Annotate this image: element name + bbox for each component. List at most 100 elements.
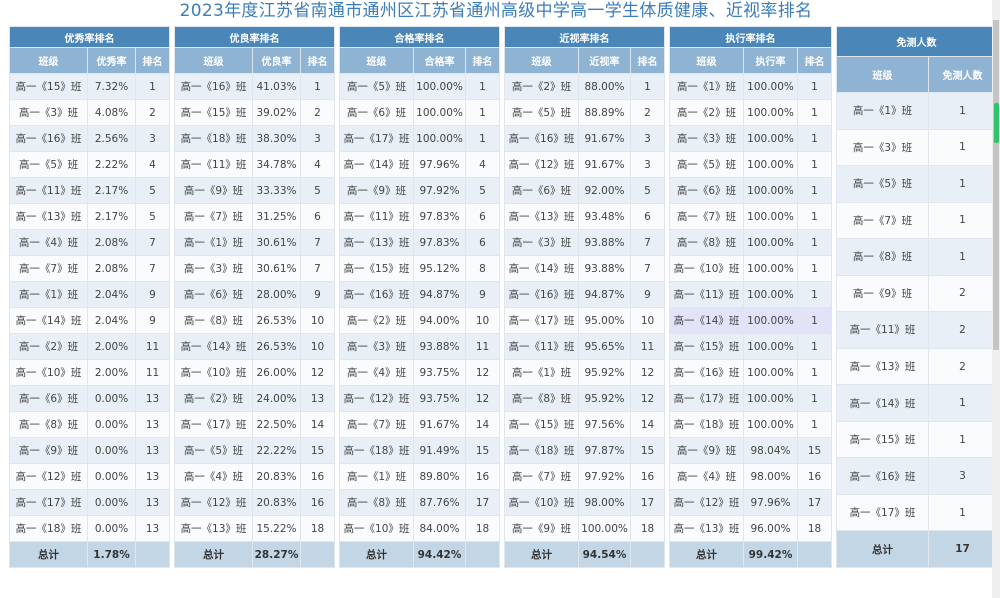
- table-row[interactable]: 高一《12》班 20.83% 16: [174, 489, 335, 516]
- table-row[interactable]: 高一《17》班 22.50% 14: [174, 411, 335, 438]
- table-row[interactable]: 高一《6》班 100.00% 1: [339, 99, 500, 126]
- table-row[interactable]: 高一《10》班 2.00% 11: [9, 359, 170, 386]
- table-row[interactable]: 高一《18》班 91.49% 15: [339, 437, 500, 464]
- table-row[interactable]: 高一《5》班 100.00% 1: [669, 151, 832, 178]
- table-row[interactable]: 高一《8》班 1: [836, 238, 997, 276]
- table-row[interactable]: 高一《12》班 97.96% 17: [669, 489, 832, 516]
- table-row[interactable]: 高一《6》班 100.00% 1: [669, 177, 832, 204]
- table-row[interactable]: 高一《9》班 2: [836, 274, 997, 313]
- table-row[interactable]: 高一《7》班 1: [836, 201, 997, 240]
- table-row[interactable]: 高一《14》班 97.96% 4: [339, 151, 500, 178]
- table-row[interactable]: 高一《10》班 84.00% 18: [339, 515, 500, 542]
- table-row[interactable]: 高一《11》班 100.00% 1: [669, 281, 832, 308]
- table-row[interactable]: 高一《11》班 95.65% 11: [504, 333, 665, 360]
- table-row[interactable]: 高一《1》班 2.04% 9: [9, 281, 170, 308]
- table-row[interactable]: 高一《4》班 98.00% 16: [669, 463, 832, 490]
- table-row[interactable]: 高一《9》班 97.92% 5: [339, 177, 500, 204]
- table-row[interactable]: 高一《16》班 2.56% 3: [9, 125, 170, 152]
- table-row[interactable]: 高一《7》班 2.08% 7: [9, 255, 170, 282]
- table-row[interactable]: 高一《11》班 97.83% 6: [339, 203, 500, 230]
- table-row[interactable]: 高一《9》班 0.00% 13: [9, 437, 170, 464]
- table-row[interactable]: 高一《12》班 93.75% 12: [339, 385, 500, 412]
- table-row[interactable]: 高一《9》班 100.00% 18: [504, 515, 665, 542]
- table-row[interactable]: 高一《16》班 94.87% 9: [504, 281, 665, 308]
- vertical-scrollbar[interactable]: [992, 0, 1000, 598]
- table-row[interactable]: 高一《6》班 28.00% 9: [174, 281, 335, 308]
- table-row[interactable]: 高一《1》班 89.80% 16: [339, 463, 500, 490]
- table-row[interactable]: 高一《11》班 34.78% 4: [174, 151, 335, 178]
- table-row[interactable]: 高一《5》班 100.00% 1: [339, 73, 500, 100]
- table-row[interactable]: 高一《16》班 94.87% 9: [339, 281, 500, 308]
- table-row[interactable]: 高一《7》班 100.00% 1: [669, 203, 832, 230]
- table-row[interactable]: 高一《15》班 100.00% 1: [669, 333, 832, 360]
- table-row[interactable]: 高一《15》班 97.56% 14: [504, 411, 665, 438]
- table-row[interactable]: 高一《16》班 91.67% 3: [504, 125, 665, 152]
- table-row[interactable]: 高一《13》班 93.48% 6: [504, 203, 665, 230]
- table-row[interactable]: 高一《11》班 2: [836, 311, 997, 349]
- table-row[interactable]: 高一《1》班 95.92% 12: [504, 359, 665, 386]
- table-row[interactable]: 高一《15》班 7.32% 1: [9, 73, 170, 100]
- table-row[interactable]: 高一《10》班 26.00% 12: [174, 359, 335, 386]
- table-row[interactable]: 高一《7》班 31.25% 6: [174, 203, 335, 230]
- table-row[interactable]: 高一《8》班 26.53% 10: [174, 307, 335, 334]
- table-row[interactable]: 高一《17》班 100.00% 1: [339, 125, 500, 152]
- table-row[interactable]: 高一《18》班 38.30% 3: [174, 125, 335, 152]
- table-row[interactable]: 高一《13》班 96.00% 18: [669, 515, 832, 542]
- scrollbar-thumb[interactable]: [993, 20, 999, 350]
- table-row[interactable]: 高一《3》班 1: [836, 128, 997, 167]
- table-row[interactable]: 高一《13》班 2.17% 5: [9, 203, 170, 230]
- table-row[interactable]: 高一《14》班 93.88% 7: [504, 255, 665, 282]
- table-row[interactable]: 高一《3》班 93.88% 7: [504, 229, 665, 256]
- table-row[interactable]: 高一《5》班 2.22% 4: [9, 151, 170, 178]
- table-row[interactable]: 高一《2》班 100.00% 1: [669, 99, 832, 126]
- table-row[interactable]: 高一《8》班 95.92% 12: [504, 385, 665, 412]
- table-row[interactable]: 高一《3》班 30.61% 7: [174, 255, 335, 282]
- table-row[interactable]: 高一《3》班 4.08% 2: [9, 99, 170, 126]
- table-row[interactable]: 高一《9》班 98.04% 15: [669, 437, 832, 464]
- table-row[interactable]: 高一《16》班 3: [836, 457, 997, 495]
- table-row[interactable]: 高一《2》班 94.00% 10: [339, 307, 500, 334]
- table-row[interactable]: 高一《5》班 88.89% 2: [504, 99, 665, 126]
- table-row[interactable]: 高一《6》班 92.00% 5: [504, 177, 665, 204]
- table-row[interactable]: 高一《10》班 100.00% 1: [669, 255, 832, 282]
- table-row[interactable]: 高一《1》班 30.61% 7: [174, 229, 335, 256]
- table-row[interactable]: 高一《8》班 100.00% 1: [669, 229, 832, 256]
- table-row[interactable]: 高一《2》班 88.00% 1: [504, 73, 665, 100]
- table-row[interactable]: 高一《17》班 100.00% 1: [669, 385, 832, 412]
- table-row[interactable]: 高一《11》班 2.17% 5: [9, 177, 170, 204]
- table-row[interactable]: 高一《18》班 100.00% 1: [669, 411, 832, 438]
- table-row[interactable]: 高一《18》班 0.00% 13: [9, 515, 170, 542]
- table-row[interactable]: 高一《4》班 20.83% 16: [174, 463, 335, 490]
- table-row[interactable]: 高一《6》班 0.00% 13: [9, 385, 170, 412]
- table-row[interactable]: 高一《4》班 2.08% 7: [9, 229, 170, 256]
- table-row[interactable]: 高一《15》班 1: [836, 420, 997, 459]
- table-row[interactable]: 高一《3》班 93.88% 11: [339, 333, 500, 360]
- table-row[interactable]: 高一《5》班 1: [836, 165, 997, 203]
- table-row[interactable]: 高一《15》班 39.02% 2: [174, 99, 335, 126]
- table-row[interactable]: 高一《12》班 0.00% 13: [9, 463, 170, 490]
- table-row[interactable]: 高一《5》班 22.22% 15: [174, 437, 335, 464]
- table-row[interactable]: 高一《17》班 1: [836, 493, 997, 532]
- table-row[interactable]: 高一《14》班 26.53% 10: [174, 333, 335, 360]
- table-row[interactable]: 高一《14》班 2.04% 9: [9, 307, 170, 334]
- table-row[interactable]: 高一《14》班 100.00% 1: [669, 307, 832, 334]
- table-row[interactable]: 高一《1》班 1: [836, 92, 997, 130]
- table-row[interactable]: 高一《12》班 91.67% 3: [504, 151, 665, 178]
- table-row[interactable]: 高一《18》班 97.87% 15: [504, 437, 665, 464]
- table-row[interactable]: 高一《13》班 15.22% 18: [174, 515, 335, 542]
- table-row[interactable]: 高一《7》班 91.67% 14: [339, 411, 500, 438]
- table-row[interactable]: 高一《2》班 24.00% 13: [174, 385, 335, 412]
- table-row[interactable]: 高一《8》班 87.76% 17: [339, 489, 500, 516]
- table-row[interactable]: 高一《14》班 1: [836, 384, 997, 422]
- table-row[interactable]: 高一《16》班 100.00% 1: [669, 359, 832, 386]
- table-row[interactable]: 高一《13》班 2: [836, 347, 997, 386]
- table-row[interactable]: 高一《16》班 41.03% 1: [174, 73, 335, 100]
- table-row[interactable]: 高一《15》班 95.12% 8: [339, 255, 500, 282]
- table-row[interactable]: 高一《1》班 100.00% 1: [669, 73, 832, 100]
- table-row[interactable]: 高一《17》班 0.00% 13: [9, 489, 170, 516]
- table-row[interactable]: 高一《2》班 2.00% 11: [9, 333, 170, 360]
- table-row[interactable]: 高一《17》班 95.00% 10: [504, 307, 665, 334]
- table-row[interactable]: 高一《3》班 100.00% 1: [669, 125, 832, 152]
- table-row[interactable]: 高一《7》班 97.92% 16: [504, 463, 665, 490]
- table-row[interactable]: 高一《10》班 98.00% 17: [504, 489, 665, 516]
